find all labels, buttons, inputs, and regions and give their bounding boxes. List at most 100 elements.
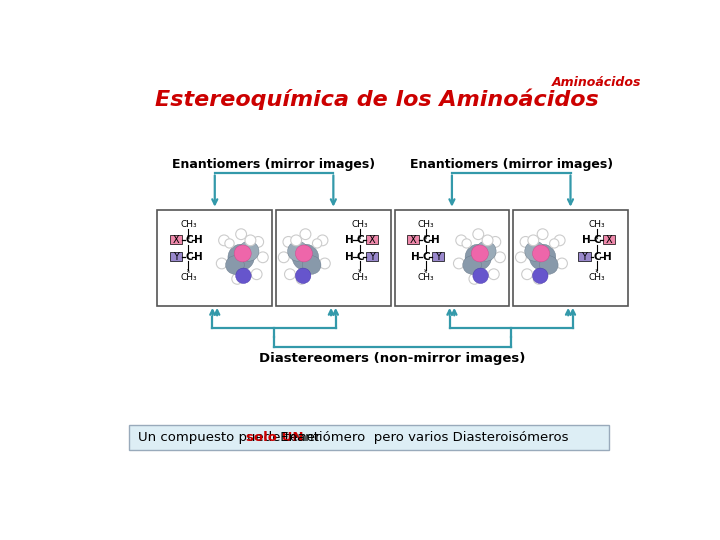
Circle shape: [525, 241, 545, 261]
Circle shape: [473, 268, 488, 284]
Text: H: H: [431, 235, 440, 245]
Text: C: C: [594, 252, 601, 262]
Text: X: X: [369, 234, 375, 245]
Circle shape: [245, 235, 256, 246]
Circle shape: [516, 252, 526, 262]
Circle shape: [302, 256, 321, 274]
FancyBboxPatch shape: [432, 252, 444, 261]
Text: Un compuesto puede tener: Un compuesto puede tener: [138, 431, 325, 444]
Circle shape: [251, 269, 262, 280]
Circle shape: [465, 244, 492, 271]
Text: H: H: [603, 252, 611, 262]
Text: Enantiómero  pero varios Diasteroisómeros: Enantiómero pero varios Diasteroisómeros: [276, 431, 568, 444]
Circle shape: [258, 252, 269, 262]
FancyBboxPatch shape: [603, 235, 616, 244]
Text: H: H: [346, 235, 354, 245]
FancyBboxPatch shape: [578, 252, 590, 261]
Circle shape: [549, 239, 559, 248]
Text: Y: Y: [369, 252, 375, 262]
Circle shape: [522, 269, 533, 280]
Text: C: C: [594, 235, 601, 245]
Text: CH₃: CH₃: [351, 273, 368, 282]
Circle shape: [488, 269, 499, 280]
Text: X: X: [606, 234, 613, 245]
Circle shape: [225, 239, 234, 248]
Circle shape: [235, 268, 251, 284]
Circle shape: [283, 237, 294, 247]
Circle shape: [239, 241, 259, 261]
Text: solo UN: solo UN: [246, 431, 303, 444]
Circle shape: [554, 235, 565, 246]
Circle shape: [232, 273, 243, 284]
Circle shape: [320, 258, 330, 269]
Text: H: H: [411, 252, 420, 262]
Circle shape: [533, 245, 549, 262]
Text: Enantiomers (mirror images): Enantiomers (mirror images): [410, 158, 613, 171]
Text: H: H: [346, 252, 354, 262]
Text: X: X: [173, 234, 179, 245]
Text: CH₃: CH₃: [418, 273, 434, 282]
Circle shape: [312, 239, 322, 248]
Circle shape: [216, 258, 228, 269]
Circle shape: [225, 256, 244, 274]
Circle shape: [539, 256, 558, 274]
Circle shape: [296, 273, 307, 284]
Text: H: H: [194, 252, 203, 262]
Circle shape: [253, 237, 264, 247]
Text: Y: Y: [582, 252, 588, 262]
Circle shape: [528, 235, 539, 246]
FancyBboxPatch shape: [366, 252, 378, 261]
Circle shape: [520, 237, 531, 247]
FancyBboxPatch shape: [407, 235, 419, 244]
Text: C: C: [423, 252, 430, 262]
FancyBboxPatch shape: [158, 210, 272, 306]
Circle shape: [469, 273, 480, 284]
Text: Y: Y: [173, 252, 179, 262]
Circle shape: [529, 244, 556, 271]
Circle shape: [557, 258, 567, 269]
FancyBboxPatch shape: [129, 425, 609, 450]
Text: CH₃: CH₃: [180, 220, 197, 230]
Text: C: C: [423, 235, 430, 245]
Circle shape: [291, 235, 302, 246]
Text: Diastereomers (non-mirror images): Diastereomers (non-mirror images): [259, 352, 526, 365]
FancyBboxPatch shape: [366, 235, 378, 244]
Circle shape: [228, 244, 254, 271]
Circle shape: [482, 235, 493, 246]
Circle shape: [490, 237, 500, 247]
Circle shape: [292, 244, 319, 271]
Circle shape: [454, 258, 464, 269]
Circle shape: [295, 245, 312, 262]
Circle shape: [456, 235, 467, 246]
Circle shape: [234, 245, 251, 262]
FancyBboxPatch shape: [513, 210, 628, 306]
FancyBboxPatch shape: [276, 210, 391, 306]
Text: X: X: [410, 234, 416, 245]
Text: H: H: [194, 235, 203, 245]
Text: Estereoquímica de los Aminoácidos: Estereoquímica de los Aminoácidos: [155, 89, 598, 110]
Text: CH₃: CH₃: [418, 220, 434, 230]
FancyBboxPatch shape: [170, 235, 182, 244]
Circle shape: [317, 235, 328, 246]
Text: H: H: [582, 235, 591, 245]
Circle shape: [284, 269, 295, 280]
Circle shape: [473, 229, 484, 240]
Circle shape: [472, 245, 488, 262]
Circle shape: [534, 273, 544, 284]
Text: Enantiomers (mirror images): Enantiomers (mirror images): [173, 158, 376, 171]
Circle shape: [279, 252, 289, 262]
Circle shape: [533, 268, 548, 284]
Circle shape: [537, 229, 548, 240]
Circle shape: [235, 229, 246, 240]
Circle shape: [295, 268, 311, 284]
Circle shape: [495, 252, 505, 262]
Text: CH₃: CH₃: [351, 220, 368, 230]
Circle shape: [462, 239, 472, 248]
FancyBboxPatch shape: [170, 252, 182, 261]
Text: C: C: [185, 252, 193, 262]
Circle shape: [476, 241, 496, 261]
Circle shape: [300, 229, 311, 240]
Text: C: C: [185, 235, 193, 245]
Circle shape: [219, 235, 230, 246]
Text: CH₃: CH₃: [588, 220, 606, 230]
